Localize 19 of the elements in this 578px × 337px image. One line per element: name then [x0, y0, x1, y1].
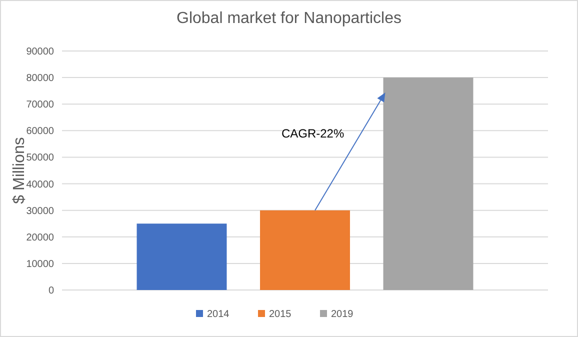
y-tick-label: 40000	[26, 179, 54, 190]
y-tick-label: 50000	[26, 152, 54, 164]
bar	[383, 78, 474, 290]
y-tick-label: 90000	[26, 46, 54, 58]
bar	[136, 224, 227, 290]
legend-label: 2015	[269, 309, 292, 320]
y-axis-title: $ Millions	[11, 137, 28, 204]
chart-title: Global market for Nanoparticles	[176, 10, 402, 27]
y-tick-label: 80000	[26, 73, 54, 84]
y-tick-label: 30000	[26, 206, 54, 217]
y-tick-label: 20000	[26, 232, 54, 244]
legend-label: 2014	[207, 309, 230, 320]
y-tick-label: 70000	[26, 100, 54, 111]
y-tick-label: 0	[48, 286, 54, 296]
annotation: CAGR-22%	[281, 126, 344, 140]
y-tick-label: 60000	[26, 126, 54, 138]
y-tick-label: 10000	[26, 258, 54, 270]
bar	[260, 210, 350, 290]
legend-label: 2019	[331, 309, 354, 320]
